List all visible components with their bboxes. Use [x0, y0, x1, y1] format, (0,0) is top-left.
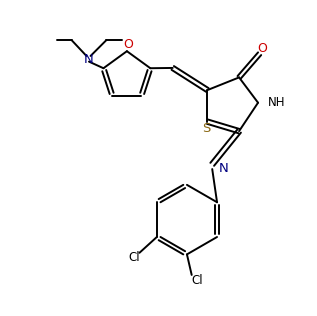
Text: N: N — [219, 161, 229, 175]
Text: Cl: Cl — [128, 251, 139, 264]
Text: S: S — [202, 122, 210, 135]
Text: NH: NH — [268, 96, 286, 109]
Text: N: N — [83, 53, 93, 66]
Text: O: O — [257, 42, 267, 56]
Text: O: O — [123, 38, 133, 51]
Text: Cl: Cl — [191, 274, 203, 287]
